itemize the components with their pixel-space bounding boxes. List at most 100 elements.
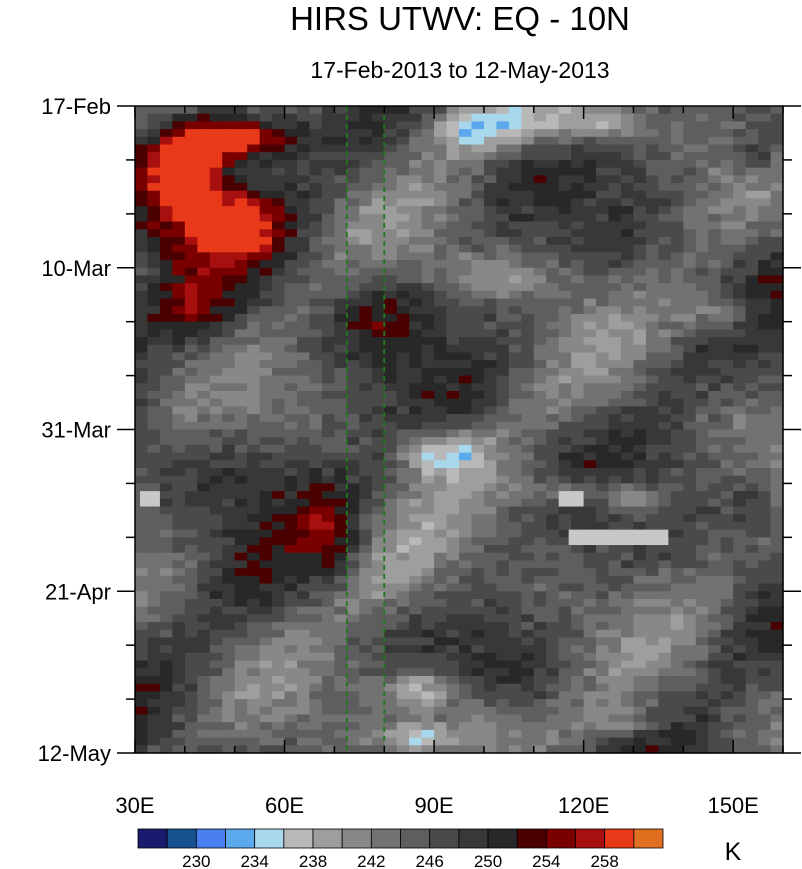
heatmap-cell (135, 460, 149, 469)
heatmap-cell (197, 606, 211, 615)
heatmap-cell (409, 267, 423, 277)
heatmap-cell (409, 183, 423, 192)
heatmap-cell (384, 606, 398, 615)
heatmap-cell (621, 306, 635, 315)
heatmap-cell (334, 714, 348, 723)
heatmap-cell (558, 729, 572, 739)
heatmap-cell (421, 406, 435, 415)
heatmap-cell (508, 398, 522, 407)
heatmap-cell (533, 390, 547, 400)
heatmap-cell (272, 129, 286, 138)
heatmap-cell (284, 221, 298, 230)
heatmap-cell (421, 560, 435, 569)
missing-data-block (558, 491, 584, 507)
heatmap-cell (496, 221, 510, 230)
heatmap-cell (209, 175, 223, 184)
heatmap-cell (259, 606, 273, 615)
heatmap-cell (147, 737, 161, 746)
heatmap-cell (571, 183, 585, 192)
heatmap-cell (459, 498, 473, 508)
heatmap-cell (596, 306, 610, 315)
heatmap-cell (496, 560, 510, 569)
heatmap-cell (645, 167, 659, 176)
heatmap-cell (247, 144, 261, 153)
heatmap-cell (197, 699, 211, 708)
heatmap-cell (409, 213, 423, 223)
heatmap-cell (334, 437, 348, 446)
heatmap-cell (745, 159, 759, 169)
heatmap-cell (583, 344, 597, 354)
heatmap-cell (159, 737, 173, 746)
heatmap-cell (521, 714, 535, 723)
heatmap-cell (334, 598, 348, 608)
heatmap-cell (483, 421, 497, 431)
heatmap-cell (608, 329, 622, 338)
heatmap-cell (421, 506, 435, 515)
heatmap-cell (334, 213, 348, 223)
heatmap-cell (234, 383, 248, 392)
heatmap-cell (359, 152, 373, 161)
heatmap-cell (359, 367, 373, 377)
heatmap-cell (695, 675, 709, 685)
heatmap-cell (309, 460, 323, 469)
heatmap-cell (222, 575, 236, 585)
heatmap-cell (346, 668, 360, 677)
heatmap-cell (621, 560, 635, 569)
heatmap-cell (421, 244, 435, 253)
heatmap-cell (297, 329, 311, 338)
heatmap-cell (234, 106, 248, 115)
heatmap-cell (695, 668, 709, 677)
heatmap-cell (695, 267, 709, 277)
heatmap-cell (558, 429, 572, 438)
heatmap-cell (446, 344, 460, 354)
heatmap-cell (708, 691, 722, 700)
heatmap-cell (184, 198, 198, 207)
heatmap-cell (496, 121, 510, 130)
heatmap-cell (135, 421, 149, 431)
heatmap-cell (521, 252, 535, 261)
heatmap-cell (384, 175, 398, 184)
heatmap-cell (234, 714, 248, 723)
heatmap-cell (708, 398, 722, 407)
heatmap-cell (197, 429, 211, 438)
heatmap-cell (172, 244, 186, 253)
heatmap-cell (446, 622, 460, 631)
heatmap-cell (745, 421, 759, 431)
heatmap-cell (421, 236, 435, 246)
heatmap-cell (421, 606, 435, 615)
colorbar-swatch (225, 828, 256, 849)
heatmap-cell (272, 506, 286, 515)
heatmap-cell (159, 652, 173, 662)
heatmap-cell (297, 352, 311, 361)
heatmap-cell (421, 313, 435, 323)
heatmap-cell (521, 352, 535, 361)
heatmap-cell (621, 221, 635, 230)
heatmap-cell (346, 421, 360, 431)
heatmap-cell (483, 329, 497, 338)
heatmap-cell (321, 606, 335, 615)
heatmap-cell (396, 421, 410, 431)
heatmap-cell (135, 652, 149, 662)
heatmap-cell (571, 545, 585, 554)
heatmap-cell (596, 121, 610, 130)
heatmap-cell (683, 113, 697, 122)
heatmap-cell (645, 521, 659, 531)
heatmap-cell (135, 183, 149, 192)
colorbar-label: 246 (415, 852, 443, 869)
heatmap-cell (421, 452, 435, 461)
heatmap-cell (371, 306, 385, 315)
heatmap-cell (234, 375, 248, 384)
heatmap-cell (708, 198, 722, 207)
heatmap-cell (209, 398, 223, 407)
heatmap-cell (297, 206, 311, 215)
heatmap-cell (471, 236, 485, 246)
heatmap-cell (247, 129, 261, 138)
heatmap-cell (371, 229, 385, 238)
heatmap-cell (496, 699, 510, 708)
heatmap-cell (135, 706, 149, 716)
heatmap-cell (396, 645, 410, 654)
heatmap-cell (720, 206, 734, 215)
heatmap-cell (334, 421, 348, 431)
heatmap-cell (321, 329, 335, 338)
heatmap-cell (683, 652, 697, 662)
